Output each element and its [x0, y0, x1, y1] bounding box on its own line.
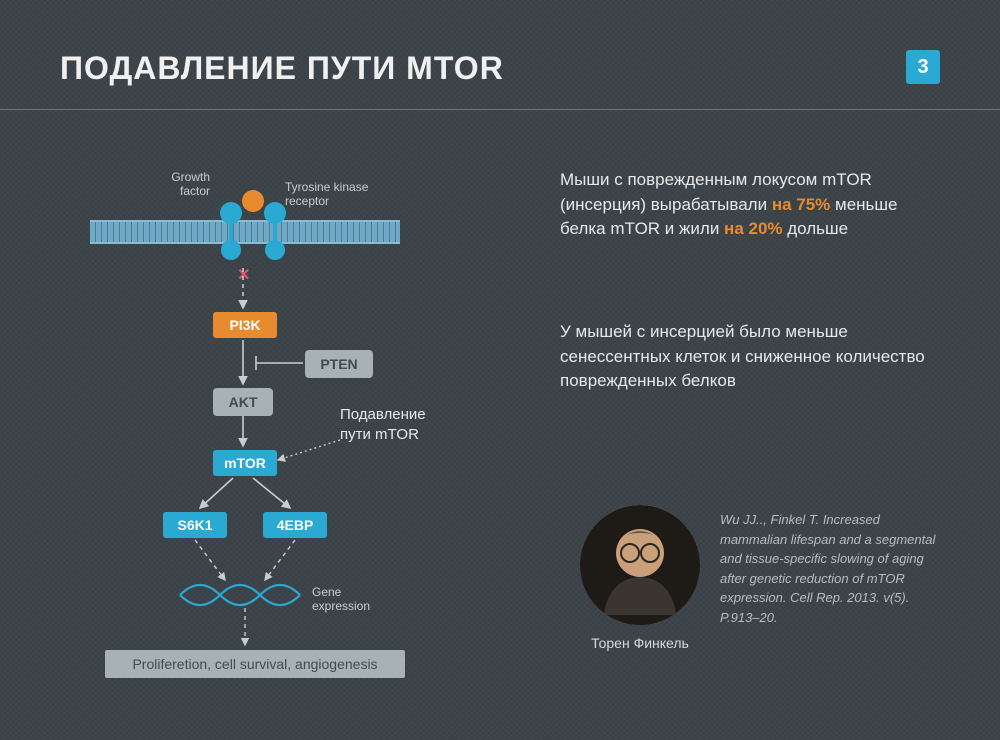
- summary-paragraph-2: У мышей с инсерцией было меньше сенессен…: [560, 320, 940, 394]
- p1-text-c: дольше: [787, 219, 848, 238]
- author-block: Торен Финкель: [570, 505, 710, 651]
- page-title: ПОДАВЛЕНИЕ ПУТИ MTOR: [60, 50, 504, 87]
- annotation-suppression: Подавлениепути mTOR: [340, 405, 426, 444]
- node-pten: PTEN: [305, 350, 373, 378]
- node-4ebp: 4EBP: [263, 512, 327, 538]
- label-gene-expression: Geneexpression: [312, 585, 370, 614]
- avatar: [580, 505, 700, 625]
- p1-highlight-20: на 20%: [724, 219, 782, 238]
- slide-number-badge: 3: [906, 50, 940, 84]
- outcome-bar: Proliferetion, cell survival, angiogenes…: [105, 650, 405, 678]
- mtor-pathway-diagram: Growthfactor Tyrosine kinasereceptor ✕: [70, 150, 490, 710]
- citation-text: Wu JJ.., Finkel T. Increased mammalian l…: [720, 510, 950, 627]
- node-akt: AKT: [213, 388, 273, 416]
- node-mtor: mTOR: [213, 450, 277, 476]
- content-area: Growthfactor Tyrosine kinasereceptor ✕: [0, 110, 1000, 730]
- node-s6k1: S6K1: [163, 512, 227, 538]
- summary-paragraph-1: Мыши с поврежденным локусом mTOR (инсерц…: [560, 168, 940, 242]
- author-name: Торен Финкель: [570, 635, 710, 651]
- node-pi3k: PI3K: [213, 312, 277, 338]
- diagram-connectors: [70, 150, 490, 710]
- p1-highlight-75: на 75%: [772, 195, 830, 214]
